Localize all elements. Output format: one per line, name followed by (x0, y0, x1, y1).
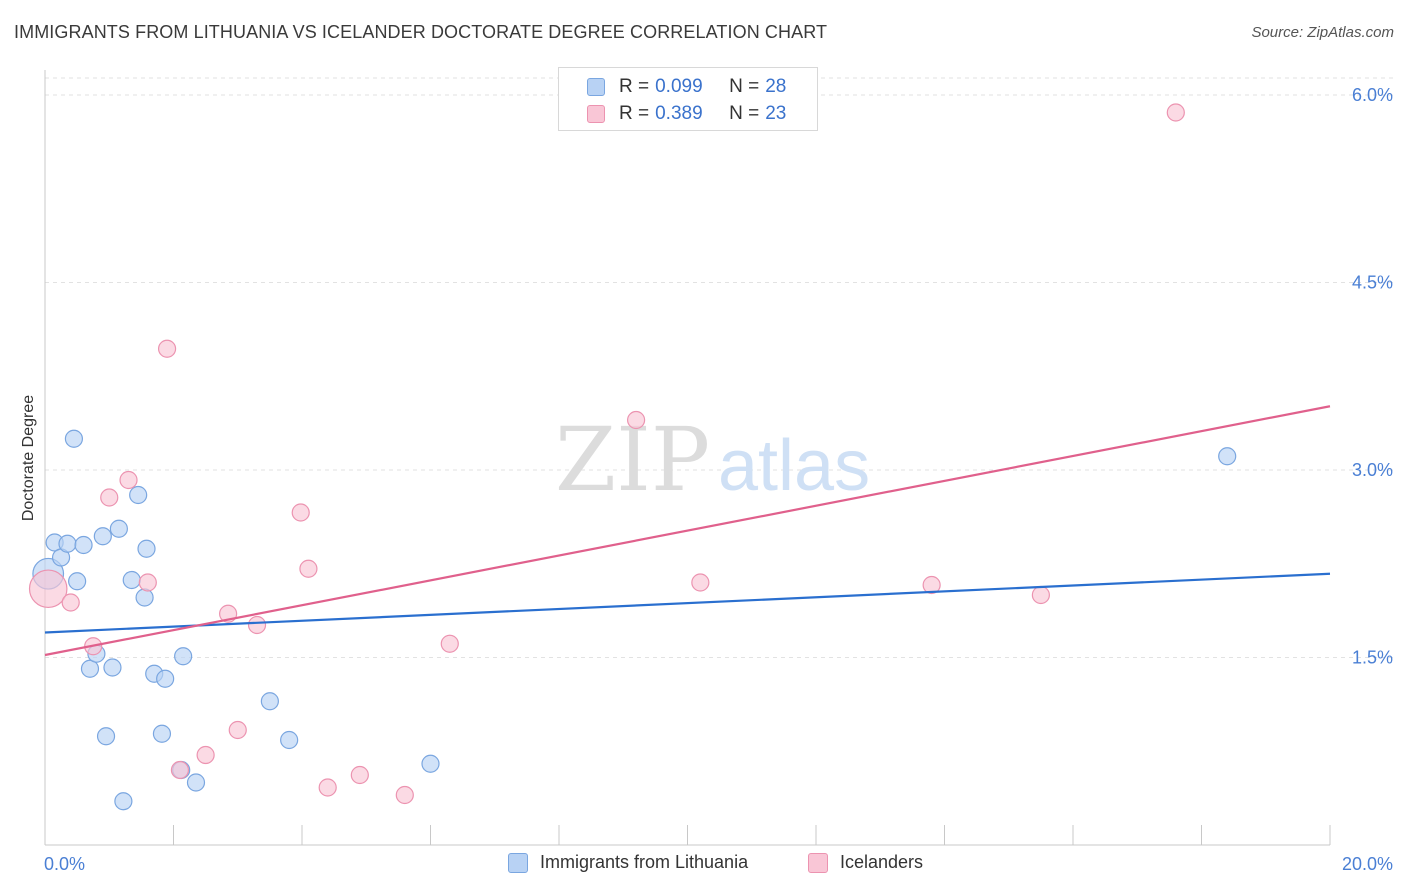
bottom-legend-swatch-lithuania (508, 852, 528, 873)
point-lithuania (186, 773, 206, 792)
legend-n-value: 23 (765, 103, 787, 124)
point-icelanders (61, 593, 80, 612)
watermark-atlas: atlas (718, 426, 870, 506)
y-tick-label: 6.0% (1352, 85, 1393, 105)
point-lithuania (64, 429, 84, 448)
legend-r-label: R = (619, 103, 650, 124)
legend-row-icelanders: R = 0.389 N = 23 (587, 102, 786, 126)
bottom-legend-lithuania: Immigrants from Lithuania (508, 852, 748, 873)
y-axis-label: Doctorate Degree (20, 395, 37, 521)
point-icelanders (228, 720, 247, 740)
legend-r-value: 0.099 (655, 76, 703, 97)
point-lithuania (152, 724, 172, 743)
legend-n-label: N = (729, 76, 760, 97)
point-lithuania (280, 730, 299, 750)
point-lithuania (1218, 447, 1237, 466)
point-lithuania (129, 485, 148, 505)
x-tick-label: 20.0% (1342, 854, 1393, 874)
trend-line-lithuania (44, 572, 1331, 634)
point-icelanders (440, 634, 459, 653)
watermark: ZIP atlas (555, 408, 870, 511)
point-icelanders (119, 470, 138, 490)
point-icelanders (170, 760, 190, 780)
source-label: Source: ZipAtlas.com (1251, 24, 1394, 41)
point-lithuania (74, 535, 93, 555)
point-lithuania (421, 754, 440, 773)
point-lithuania (156, 669, 175, 688)
grid-lines (45, 77, 1395, 658)
point-lithuania (135, 588, 154, 607)
y-tick-label: 4.5% (1352, 273, 1393, 293)
point-icelanders (299, 559, 318, 578)
point-icelanders (1166, 103, 1185, 122)
point-lithuania (80, 659, 100, 678)
tick-labels: 1.5% 3.0% 4.5% 6.0% 0.0% 20.0% (44, 85, 1393, 874)
x-tick-label: 0.0% (44, 854, 85, 874)
trend-lines (44, 405, 1331, 657)
y-tick-label: 1.5% (1352, 648, 1393, 668)
trend-line-icelanders (44, 405, 1331, 657)
point-lithuania (93, 527, 112, 546)
point-lithuania (137, 539, 156, 558)
bottom-legend-swatch-icelanders (808, 852, 828, 873)
point-icelanders (350, 765, 369, 785)
point-lithuania (114, 792, 133, 811)
data-points (28, 103, 1237, 811)
legend-swatch-icelanders (587, 105, 605, 123)
point-icelanders (196, 745, 215, 765)
legend-row-lithuania: R = 0.099 N = 28 (587, 75, 786, 99)
axes (44, 70, 1331, 846)
point-lithuania (103, 658, 122, 677)
point-icelanders (395, 785, 414, 805)
stats-legend: R = 0.099 N = 28 R = 0.389 N = 23 (558, 67, 818, 131)
point-icelanders (138, 573, 157, 592)
point-icelanders (100, 488, 119, 507)
legend-swatch-lithuania (587, 78, 605, 96)
point-lithuania (96, 727, 116, 746)
point-lithuania (58, 534, 77, 553)
chart-title: IMMIGRANTS FROM LITHUANIA VS ICELANDER D… (14, 22, 828, 42)
y-tick-label: 3.0% (1352, 460, 1393, 480)
point-icelanders (318, 778, 337, 797)
point-icelanders (626, 410, 646, 430)
point-icelanders (1031, 585, 1050, 605)
legend-n-value: 28 (765, 76, 787, 97)
point-icelanders (291, 503, 310, 522)
point-icelanders (691, 573, 710, 592)
point-icelanders (28, 569, 68, 609)
legend-n-label: N = (729, 103, 760, 124)
bottom-legend-label-lithuania: Immigrants from Lithuania (540, 852, 749, 872)
bottom-legend-label-icelanders: Icelanders (840, 852, 924, 872)
point-lithuania (109, 519, 128, 538)
point-icelanders (922, 575, 941, 595)
point-icelanders (157, 339, 177, 358)
point-icelanders (247, 615, 267, 635)
bottom-legend-icelanders: Icelanders (808, 852, 923, 873)
legend-r-label: R = (619, 76, 650, 97)
point-lithuania (260, 692, 279, 711)
point-lithuania (122, 570, 141, 590)
point-lithuania (68, 572, 87, 591)
point-lithuania (174, 647, 193, 666)
legend-r-value: 0.389 (655, 103, 703, 124)
